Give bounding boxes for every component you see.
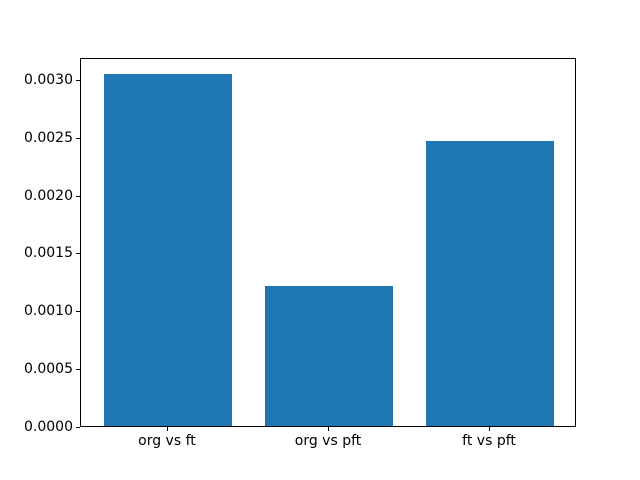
y-tick-mark — [76, 427, 80, 428]
y-tick-label: 0.0030 — [24, 71, 73, 88]
y-tick-label: 0.0010 — [24, 303, 73, 320]
y-tick-mark — [76, 138, 80, 139]
y-tick-label: 0.0025 — [24, 129, 73, 146]
y-tick-mark — [76, 311, 80, 312]
x-tick-label: ft vs pft — [462, 433, 516, 449]
y-tick-mark — [76, 196, 80, 197]
y-tick-mark — [76, 80, 80, 81]
y-tick-mark — [76, 253, 80, 254]
x-tick-label: org vs pft — [294, 433, 362, 449]
bar-org-vs-ft — [103, 74, 233, 426]
y-tick-label: 0.0020 — [24, 187, 73, 204]
bar-ft-vs-pft — [425, 141, 555, 426]
x-tick-mark — [167, 427, 168, 431]
y-tick-label: 0.0005 — [24, 361, 73, 378]
x-tick-mark — [489, 427, 490, 431]
y-tick-label: 0.0015 — [24, 245, 73, 262]
y-tick-mark — [76, 369, 80, 370]
bar-org-vs-pft — [264, 286, 394, 426]
x-tick-mark — [328, 427, 329, 431]
y-tick-label: 0.0000 — [24, 419, 73, 435]
plot-area — [80, 58, 576, 427]
x-tick-label: org vs ft — [138, 433, 196, 449]
